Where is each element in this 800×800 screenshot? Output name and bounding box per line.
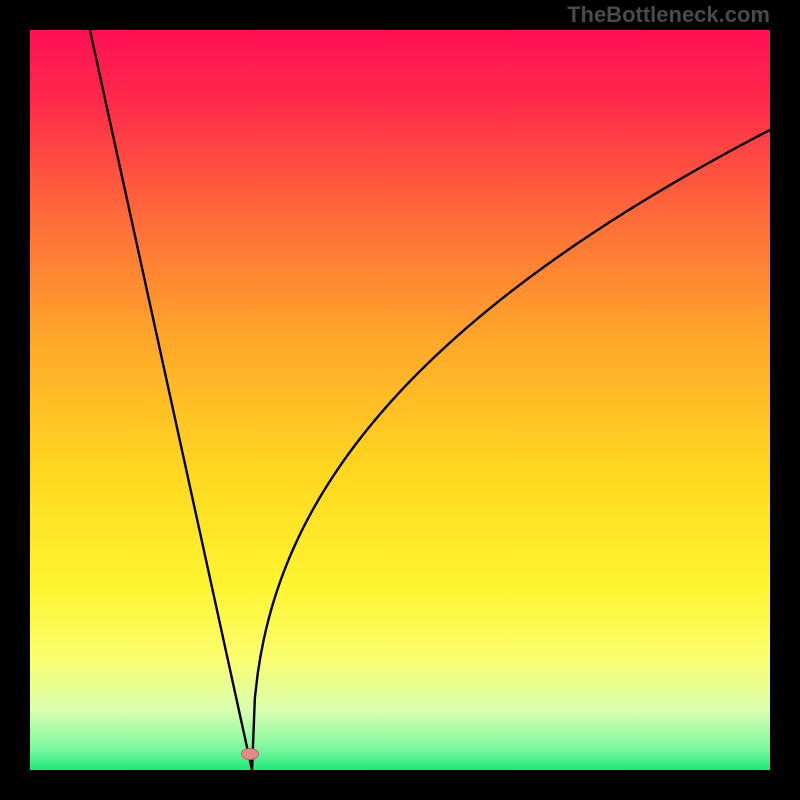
chart-root: TheBottleneck.com — [0, 0, 800, 800]
watermark-text: TheBottleneck.com — [567, 2, 770, 28]
curve-svg — [30, 30, 770, 770]
minimum-marker — [241, 748, 259, 760]
bottleneck-curve — [82, 30, 770, 770]
plot-area — [30, 30, 770, 770]
